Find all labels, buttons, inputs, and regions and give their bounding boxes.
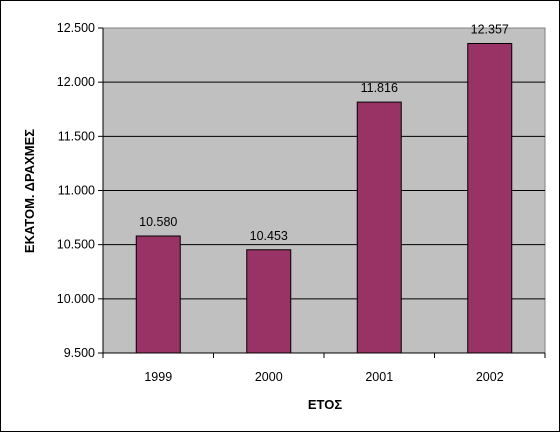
bar-2001 (356, 101, 402, 354)
y-tick-label: 9.500 (64, 346, 95, 360)
x-tick-label-1999: 1999 (144, 370, 172, 384)
bars (135, 42, 513, 354)
x-axis (102, 352, 546, 358)
x-tick-label-2000: 2000 (255, 370, 283, 384)
y-axis (98, 27, 104, 354)
bar-1999 (135, 235, 181, 354)
x-tick-label-2001: 2001 (365, 370, 393, 384)
data-label-2002: 12.357 (471, 22, 509, 36)
y-tick-labels: 9.500 10.000 10.500 11.000 11.500 12.000 12.50… (57, 21, 95, 360)
data-label-1999: 10.580 (139, 215, 177, 229)
y-tick-label: 10.500 (57, 238, 95, 252)
x-tick-labels: 1999 2000 2001 2002 (144, 370, 503, 384)
y-axis-title: ΕΚΑΤΟΜ. ΔΡΑΧΜΕΣ (22, 129, 37, 253)
y-tick-label: 11.500 (58, 129, 95, 143)
y-tick-label: 11.000 (58, 184, 95, 198)
data-label-2000: 10.453 (250, 229, 288, 243)
y-tick-label: 12.000 (57, 75, 95, 89)
y-tick-label: 10.000 (57, 292, 95, 306)
bar-2000 (246, 249, 292, 354)
x-tick-label-2002: 2002 (476, 370, 504, 384)
data-label-2001: 11.816 (361, 81, 398, 95)
y-tick-label: 12.500 (57, 21, 95, 35)
x-axis-title: ΕΤΟΣ (308, 397, 342, 412)
data-labels: 10.580 10.453 11.816 12.357 (139, 22, 509, 242)
bar-2002 (467, 42, 513, 354)
